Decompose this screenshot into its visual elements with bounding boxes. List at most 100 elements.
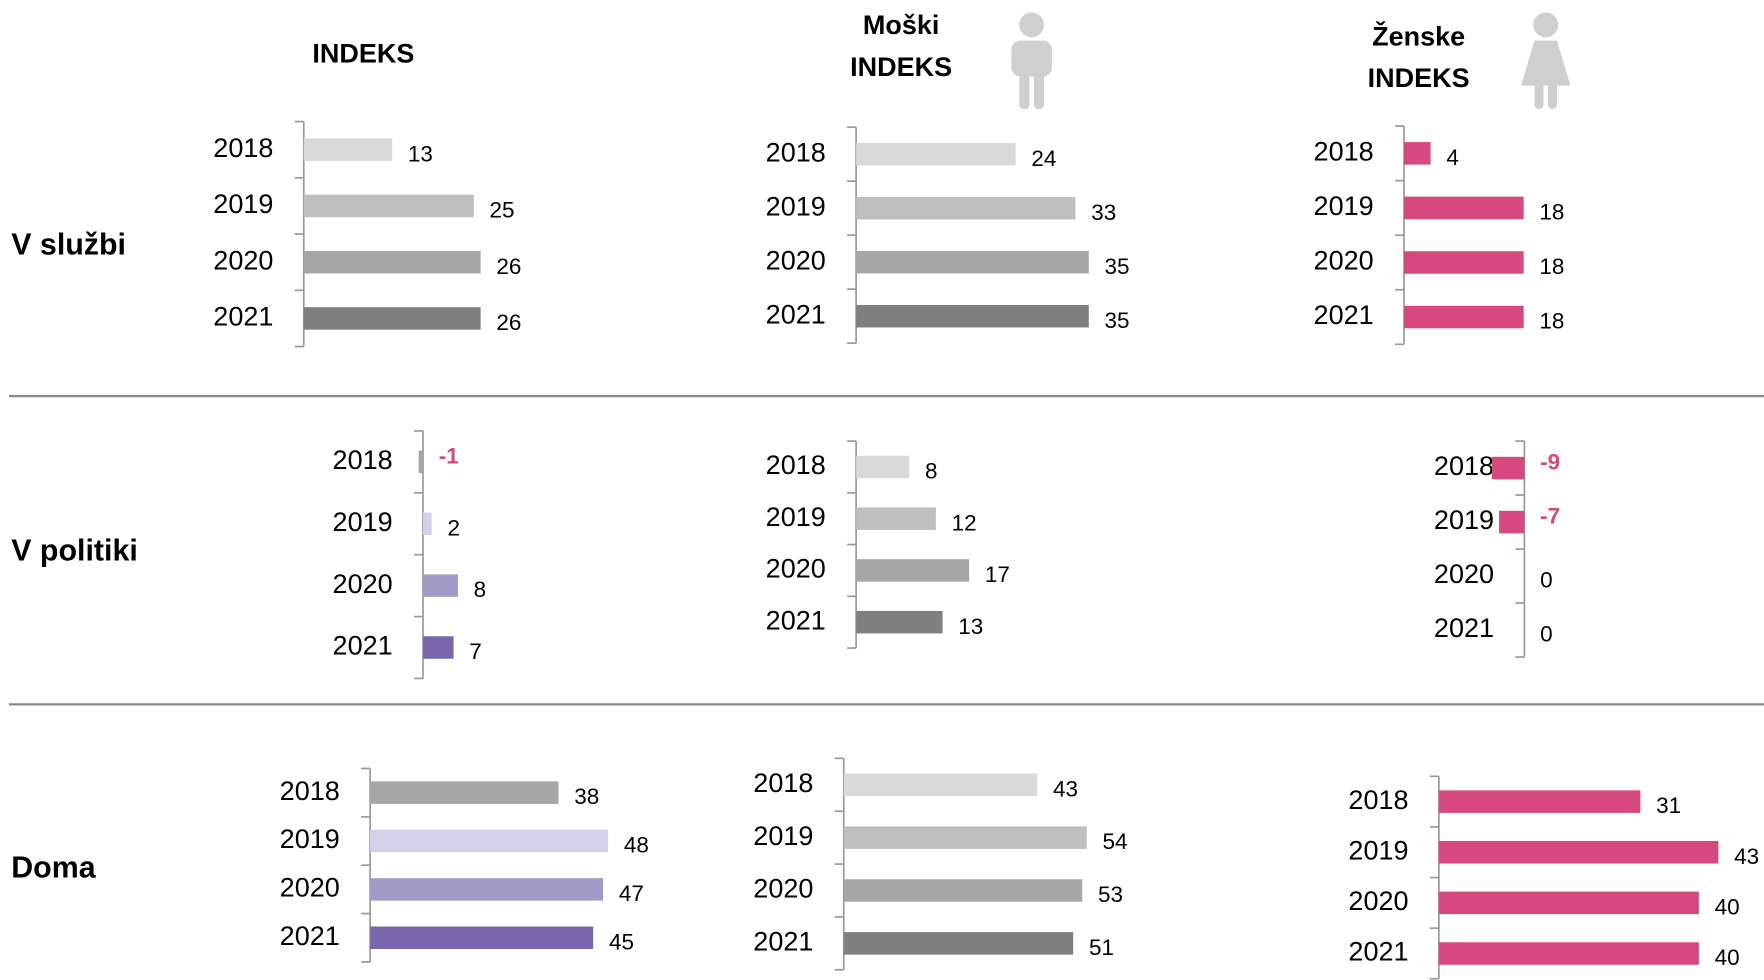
year-label: 2020 <box>1434 559 1494 589</box>
value-label: -9 <box>1540 450 1560 475</box>
value-label: 2 <box>447 515 460 540</box>
year-label: 2019 <box>753 821 813 851</box>
value-label: 26 <box>496 254 521 279</box>
year-label: 2020 <box>333 569 393 599</box>
bar <box>843 932 1074 955</box>
bar <box>856 304 1089 328</box>
year-label: 2019 <box>1434 505 1494 535</box>
bar <box>856 507 936 530</box>
year-label: 2020 <box>213 245 273 275</box>
bar <box>856 559 970 582</box>
year-label: 2019 <box>280 824 340 854</box>
bar <box>423 512 432 535</box>
year-label: 2018 <box>280 776 340 806</box>
value-label: 18 <box>1539 199 1564 224</box>
year-label: 2021 <box>1348 937 1408 967</box>
bar <box>303 194 474 218</box>
year-label: 2019 <box>1314 191 1374 221</box>
bar <box>370 781 559 804</box>
bar <box>1404 251 1524 274</box>
year-label: 2018 <box>1348 785 1408 815</box>
value-label: 35 <box>1105 254 1130 279</box>
bar <box>856 196 1076 220</box>
year-label: 2021 <box>280 921 340 951</box>
bar <box>423 636 454 659</box>
value-label: 18 <box>1539 254 1564 279</box>
year-label: 2018 <box>333 445 393 475</box>
year-label: 2021 <box>1314 300 1374 330</box>
year-label: 2020 <box>1348 886 1408 916</box>
column-title: Ženske <box>1372 20 1465 51</box>
value-label: 4 <box>1446 145 1459 170</box>
year-label: 2019 <box>1348 835 1408 865</box>
column-title: INDEKS <box>312 38 414 68</box>
year-label: 2020 <box>280 873 340 903</box>
year-label: 2021 <box>753 927 813 957</box>
column-title: Moški <box>863 10 940 40</box>
year-label: 2018 <box>213 133 273 163</box>
bar <box>1404 305 1524 329</box>
value-label: 43 <box>1734 844 1759 869</box>
bar <box>303 138 393 161</box>
year-label: 2020 <box>766 554 826 584</box>
value-label: 43 <box>1053 776 1078 801</box>
year-label: 2018 <box>766 137 826 167</box>
value-label: 45 <box>609 929 634 954</box>
bar <box>856 610 943 634</box>
male-icon <box>1011 12 1052 110</box>
year-label: 2019 <box>213 189 273 219</box>
value-label: 0 <box>1540 622 1553 647</box>
year-label: 2019 <box>333 507 393 537</box>
year-label: 2018 <box>1314 136 1374 166</box>
value-label: -7 <box>1540 504 1560 529</box>
value-label: 12 <box>952 510 977 535</box>
bar <box>423 574 458 597</box>
bar <box>856 250 1089 274</box>
year-label: 2021 <box>1434 613 1494 643</box>
bar <box>1438 942 1699 965</box>
value-label: 51 <box>1089 935 1114 960</box>
row-title: V službi <box>11 228 126 261</box>
value-label: 25 <box>490 198 515 223</box>
value-label: 53 <box>1098 882 1123 907</box>
row-title: Doma <box>11 852 96 885</box>
value-label: 38 <box>574 784 599 809</box>
bar <box>370 878 604 901</box>
year-label: 2018 <box>766 450 826 480</box>
value-label: 0 <box>1540 568 1553 593</box>
bar <box>418 450 423 474</box>
year-label: 2021 <box>213 302 273 332</box>
year-label: 2021 <box>766 299 826 329</box>
column-title: INDEKS <box>850 52 952 82</box>
value-label: 13 <box>958 614 983 639</box>
year-label: 2020 <box>766 245 826 275</box>
year-label: 2020 <box>753 874 813 904</box>
value-label: 35 <box>1105 308 1130 333</box>
value-label: 31 <box>1656 793 1681 818</box>
value-label: 13 <box>408 141 433 166</box>
bar <box>1438 790 1641 813</box>
row-title: V politiki <box>11 534 138 567</box>
bar <box>1438 891 1699 915</box>
column-title: INDEKS <box>1368 63 1470 93</box>
value-label: 7 <box>469 639 482 664</box>
value-label: 47 <box>619 881 644 906</box>
year-label: 2018 <box>1434 451 1494 481</box>
bar <box>1491 456 1525 480</box>
value-label: -1 <box>439 443 459 468</box>
bar <box>303 307 481 330</box>
female-icon <box>1521 12 1571 110</box>
value-label: 54 <box>1103 829 1128 854</box>
value-label: 17 <box>985 562 1010 587</box>
year-label: 2021 <box>333 631 393 661</box>
value-label: 26 <box>496 310 521 335</box>
year-label: 2020 <box>1314 246 1374 276</box>
value-label: 18 <box>1539 309 1564 334</box>
bar <box>1404 142 1431 165</box>
value-label: 40 <box>1715 894 1740 919</box>
bar <box>856 455 910 479</box>
value-label: 40 <box>1715 945 1740 970</box>
bar <box>843 773 1038 796</box>
bar <box>843 826 1087 849</box>
